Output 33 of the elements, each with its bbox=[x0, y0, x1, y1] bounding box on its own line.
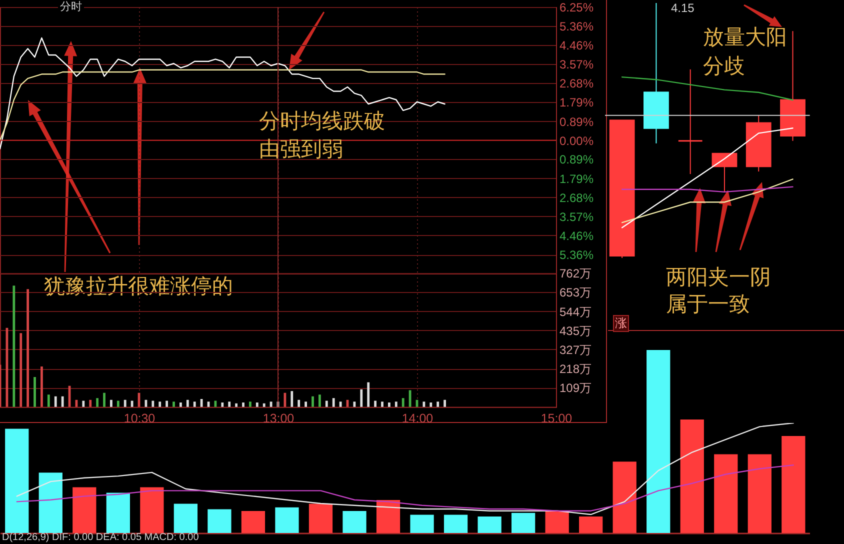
text: 涨 bbox=[612, 315, 629, 332]
y-tick-label: 2.68% bbox=[560, 191, 594, 206]
y-tick-label: 0.89% bbox=[560, 115, 594, 130]
y-tick-label: 1.79% bbox=[560, 96, 594, 110]
annotation: 分歧 bbox=[702, 55, 745, 78]
y-tick-label: 0.00% bbox=[560, 134, 594, 148]
text: 属于一致 bbox=[666, 293, 750, 316]
x-tick-label: 14:00 bbox=[402, 411, 434, 426]
x-tick-label: 15:00 bbox=[540, 411, 572, 426]
y-tick-label: 435万 bbox=[559, 324, 592, 338]
y-tick-label: 218万 bbox=[559, 362, 592, 376]
annotation: 4.15 bbox=[670, 1, 694, 16]
y-tick-label: 762万 bbox=[559, 266, 592, 280]
y-tick-label: 653万 bbox=[559, 285, 592, 300]
y-tick-label: 5.36% bbox=[560, 20, 594, 34]
annotation: D(12,26,9) DIF: 0.00 DEA: 0.05 MACD: 0.00 bbox=[2, 532, 199, 543]
y-tick-label: 3.57% bbox=[560, 210, 594, 224]
y-tick-label: 5.36% bbox=[560, 248, 594, 262]
y-tick-label: 2.68% bbox=[560, 76, 594, 91]
y-tick-label: 327万 bbox=[559, 342, 592, 357]
text: 两阳夹一阴 bbox=[666, 266, 771, 290]
y-tick-label: 0.89% bbox=[560, 153, 594, 168]
y-tick-label: 4.46% bbox=[560, 229, 594, 244]
y-tick-label: 6.25% bbox=[560, 0, 594, 15]
annotation: 放量大阳 bbox=[702, 26, 787, 50]
y-tick-label: 4.46% bbox=[560, 38, 594, 53]
y-tick-label: 544万 bbox=[559, 304, 592, 319]
x-tick-label: 13:00 bbox=[262, 411, 294, 426]
y-tick-label: 1.79% bbox=[560, 172, 594, 186]
y-tick-label: 3.57% bbox=[560, 58, 594, 72]
x-tick-label: 10:30 bbox=[124, 411, 156, 426]
chart-title: 分时 bbox=[58, 1, 84, 14]
y-tick-label: 109万 bbox=[559, 381, 592, 396]
